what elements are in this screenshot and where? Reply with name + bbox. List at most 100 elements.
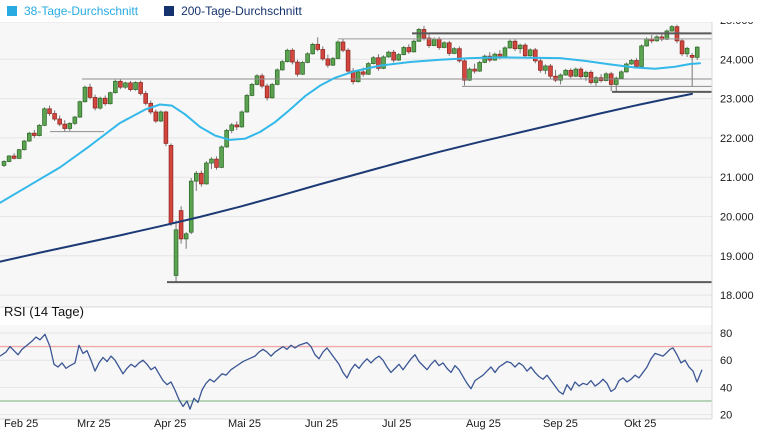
candle-down: [128, 82, 133, 90]
candle-down: [426, 37, 432, 46]
legend-label-ma38: 38-Tage-Durchschnitt: [24, 4, 139, 18]
candle-down: [447, 42, 452, 54]
candle-down: [214, 158, 219, 168]
candle-up: [467, 68, 472, 81]
candle-down: [178, 210, 184, 240]
candle-down: [234, 124, 240, 128]
candle-up: [441, 42, 447, 48]
candle-down: [118, 80, 123, 88]
candle-up: [72, 116, 78, 124]
candle-down: [52, 113, 57, 120]
x-axis-label: Sep 25: [543, 418, 578, 430]
candle-down: [436, 38, 442, 48]
candle-down: [62, 123, 67, 129]
y-axis-label: 23.000: [720, 94, 754, 106]
rsi-panel: [0, 325, 712, 419]
candle-down: [325, 58, 331, 66]
candle-down: [462, 60, 467, 81]
candle-up: [517, 44, 523, 50]
candle-down: [588, 71, 594, 83]
rsi-axis-label: 60: [720, 355, 732, 367]
candle-down: [87, 86, 93, 98]
candle-down: [264, 85, 270, 99]
candle-up: [507, 40, 513, 49]
candle-up: [274, 69, 280, 85]
y-axis-label: 21.000: [720, 172, 754, 184]
candle-up: [254, 75, 260, 85]
candle-up: [77, 101, 83, 118]
candle-up: [401, 47, 407, 55]
candle-down: [295, 61, 300, 75]
candle-up: [249, 84, 255, 96]
candle-up: [123, 82, 128, 88]
candle-up: [593, 77, 599, 83]
candle-down: [138, 82, 143, 94]
candle-up: [173, 229, 179, 276]
ma200-swatch-icon: [164, 6, 175, 16]
candle-up: [6, 155, 12, 162]
x-axis-label: Jun 25: [305, 418, 338, 430]
candle-down: [102, 97, 108, 105]
candle-down: [406, 47, 412, 53]
candle-up: [269, 84, 275, 99]
candle-up: [113, 80, 118, 94]
candle-up: [285, 49, 290, 63]
candle-up: [629, 60, 634, 65]
candle-up: [558, 74, 563, 81]
candle-up: [664, 30, 670, 40]
y-axis-label: 19.000: [720, 251, 754, 263]
candle-up: [1, 161, 7, 166]
candle-up: [543, 65, 548, 71]
legend-item-ma38[interactable]: 38-Tage-Durchschnitt: [7, 5, 138, 17]
candle-up: [244, 95, 250, 113]
candle-up: [21, 140, 27, 151]
candle-up: [624, 63, 629, 73]
y-axis-label: 22.000: [720, 133, 754, 145]
candle-down: [320, 49, 326, 60]
candle-down: [548, 65, 553, 77]
candle-up: [42, 108, 47, 126]
y-axis-label: 18.000: [720, 290, 754, 302]
candle-up: [158, 111, 164, 122]
candle-up: [411, 40, 417, 53]
candle-up: [209, 158, 214, 164]
x-axis-label: Jul 25: [382, 418, 411, 430]
candle-up: [305, 53, 310, 63]
candle-down: [533, 49, 538, 62]
candle-up: [386, 51, 391, 58]
ma38-swatch-icon: [7, 6, 17, 16]
candle-down: [199, 172, 204, 185]
candle-up: [452, 48, 457, 54]
candle-up: [583, 71, 589, 77]
ma38-line: [0, 56, 701, 204]
candle-up: [639, 45, 644, 67]
candle-down: [153, 111, 159, 122]
candle-down: [290, 49, 295, 63]
x-axis-label: Feb 25: [4, 418, 38, 430]
legend-item-ma200[interactable]: 200-Tage-Durchschnitt: [164, 5, 302, 17]
candle-down: [679, 40, 685, 55]
candle-down: [512, 40, 518, 50]
candle-up: [239, 111, 245, 128]
rsi-axis-label: 40: [720, 382, 732, 394]
candle-down: [472, 68, 477, 72]
candle-up: [527, 49, 533, 57]
candle-up: [310, 43, 315, 55]
candle-up: [482, 55, 487, 63]
candle-up: [188, 180, 194, 233]
candle-up: [371, 57, 376, 64]
candle-up: [684, 47, 690, 55]
x-axis-label: Mai 25: [228, 418, 261, 430]
candle-up: [619, 71, 624, 79]
candle-up: [381, 56, 386, 69]
y-axis-label: 20.000: [720, 212, 754, 224]
candle-up: [204, 162, 209, 185]
candle-up: [133, 82, 138, 90]
candle-down: [345, 49, 351, 72]
candle-down: [340, 41, 346, 51]
candle-up: [573, 68, 579, 77]
rsi-axis-label: 80: [720, 328, 732, 340]
candle-up: [396, 54, 401, 61]
candle-down: [57, 118, 62, 125]
